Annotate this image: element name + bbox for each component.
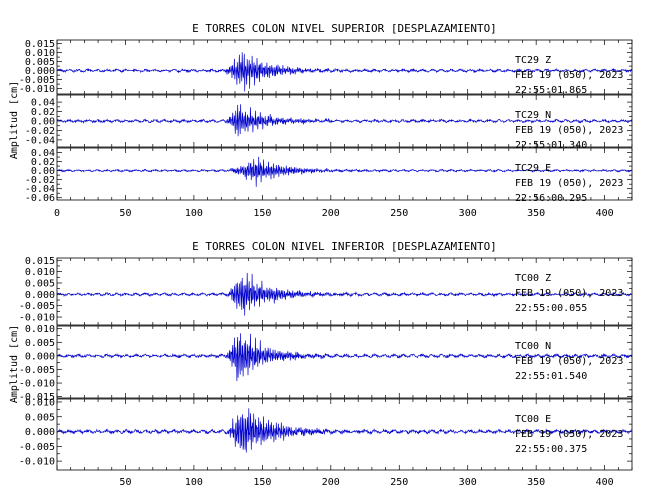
y-tick-label: -0.04 xyxy=(25,184,55,195)
date-label: FEB 19 (050), 2023 xyxy=(515,429,623,440)
y-tick-label: -0.010 xyxy=(19,457,55,468)
y-tick-label: 0.04 xyxy=(31,98,55,109)
y-tick-label: -0.005 xyxy=(19,442,55,453)
date-label: FEB 19 (050), 2023 xyxy=(515,356,623,367)
waveform-trace xyxy=(56,104,633,137)
time-label: 22:56:00.295 xyxy=(515,193,587,204)
date-label: FEB 19 (050), 2023 xyxy=(515,70,623,81)
x-tick-label: 250 xyxy=(390,477,408,488)
y-tick-label: -0.010 xyxy=(19,313,55,324)
y-tick-label: 0.005 xyxy=(25,338,55,349)
x-tick-label: 200 xyxy=(322,208,340,219)
x-tick-label: 300 xyxy=(459,477,477,488)
time-label: 22:55:01.540 xyxy=(515,371,587,382)
time-label: 22:55:01.865 xyxy=(515,85,587,96)
y-tick-label: 0.000 xyxy=(25,290,55,301)
waveform-trace xyxy=(56,272,633,316)
time-label: 22:55:00.375 xyxy=(515,444,587,455)
y-tick-label: 0.000 xyxy=(25,427,55,438)
station-label: TC00 E xyxy=(515,414,551,425)
x-tick-label: 50 xyxy=(119,477,131,488)
y-tick-label: 0.005 xyxy=(25,57,55,68)
time-label: 22:55:01.340 xyxy=(515,140,587,151)
x-tick-label: 0 xyxy=(54,208,60,219)
station-label: TC29 Z xyxy=(515,55,551,66)
date-label: FEB 19 (050), 2023 xyxy=(515,288,623,299)
date-label: FEB 19 (050), 2023 xyxy=(515,178,623,189)
x-tick-label: 350 xyxy=(527,208,545,219)
y-tick-label: 0.010 xyxy=(25,267,55,278)
y-tick-label: -0.005 xyxy=(19,75,55,86)
y-tick-label: -0.06 xyxy=(25,193,55,204)
y-tick-label: 0.005 xyxy=(25,278,55,289)
y-tick-label: 0.00 xyxy=(31,117,55,128)
x-tick-label: 400 xyxy=(596,477,614,488)
x-tick-label: 300 xyxy=(459,208,477,219)
y-axis-label: Amplitud [cm] xyxy=(9,81,20,159)
station-label: TC29 E xyxy=(515,163,551,174)
y-tick-label: 0.02 xyxy=(31,107,55,118)
y-tick-label: 0.005 xyxy=(25,412,55,423)
y-tick-label: 0.010 xyxy=(25,397,55,408)
station-label: TC29 N xyxy=(515,110,551,121)
x-tick-label: 200 xyxy=(322,477,340,488)
y-axis-label: Amplitud [cm] xyxy=(9,325,20,403)
y-tick-label: -0.005 xyxy=(19,365,55,376)
y-tick-label: 0.010 xyxy=(25,48,55,59)
x-tick-label: 250 xyxy=(390,208,408,219)
y-tick-label: 0.000 xyxy=(25,351,55,362)
x-tick-label: 150 xyxy=(253,477,271,488)
y-tick-label: -0.010 xyxy=(19,379,55,390)
waveform-trace xyxy=(56,156,633,187)
panel-title: E TORRES COLON NIVEL SUPERIOR [DESPLAZAM… xyxy=(192,22,497,35)
y-tick-label: 0.02 xyxy=(31,157,55,168)
x-tick-label: 150 xyxy=(253,208,271,219)
date-label: FEB 19 (050), 2023 xyxy=(515,125,623,136)
panel-title: E TORRES COLON NIVEL INFERIOR [DESPLAZAM… xyxy=(192,240,497,253)
y-tick-label: 0.00 xyxy=(31,166,55,177)
time-label: 22:55:00.055 xyxy=(515,303,587,314)
y-tick-label: 0.04 xyxy=(31,148,55,159)
y-tick-label: 0.015 xyxy=(25,256,55,267)
y-tick-label: -0.005 xyxy=(19,301,55,312)
waveform-trace xyxy=(56,408,633,453)
y-tick-label: -0.015 xyxy=(19,392,55,403)
station-label: TC00 N xyxy=(515,341,551,352)
y-tick-label: -0.04 xyxy=(25,135,55,146)
x-tick-label: 400 xyxy=(596,208,614,219)
y-tick-label: 0.010 xyxy=(25,324,55,335)
station-label: TC00 Z xyxy=(515,273,551,284)
y-tick-label: -0.010 xyxy=(19,84,55,95)
waveform-trace xyxy=(56,52,633,92)
x-tick-label: 50 xyxy=(119,208,131,219)
waveform-trace xyxy=(56,333,633,382)
x-tick-label: 100 xyxy=(185,477,203,488)
x-tick-label: 350 xyxy=(527,477,545,488)
x-tick-label: 100 xyxy=(185,208,203,219)
y-tick-label: -0.02 xyxy=(25,126,55,137)
y-tick-label: -0.02 xyxy=(25,175,55,186)
y-tick-label: 0.000 xyxy=(25,66,55,77)
y-tick-label: 0.015 xyxy=(25,39,55,50)
